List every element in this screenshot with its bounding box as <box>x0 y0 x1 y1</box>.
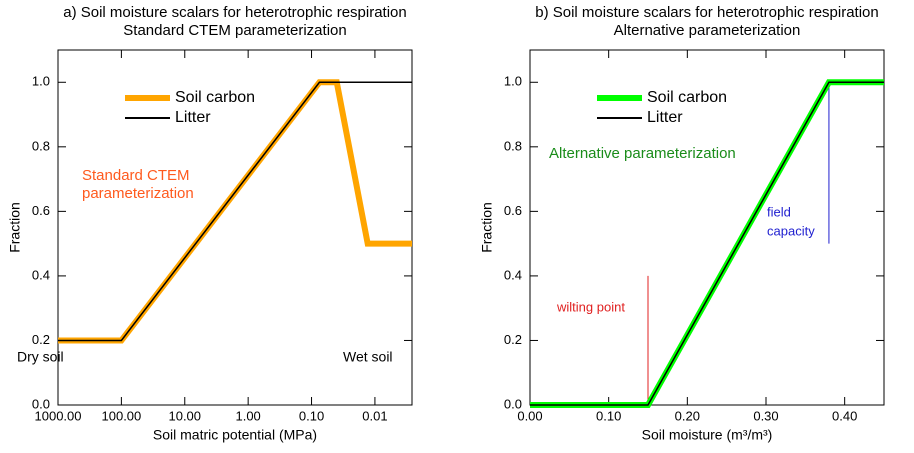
y-tick-label: 0.8 <box>32 138 50 153</box>
reference-label: field <box>767 204 791 219</box>
annotation: Alternative parameterization <box>549 145 736 162</box>
reference-label: capacity <box>767 223 815 238</box>
chart-title: a) Soil moisture scalars for heterotroph… <box>63 4 406 21</box>
y-tick-label: 0.8 <box>504 138 522 153</box>
y-tick-label: 0.6 <box>32 203 50 218</box>
annotation: Dry soil <box>17 349 64 365</box>
y-tick-label: 0.4 <box>504 267 522 282</box>
y-axis-label: Fraction <box>7 202 23 253</box>
x-tick-label: 0.00 <box>517 408 542 423</box>
legend-label: Litter <box>175 109 211 126</box>
chart-subtitle: Alternative parameterization <box>614 22 801 39</box>
reference-label: wilting point <box>556 299 625 314</box>
chart-title: b) Soil moisture scalars for heterotroph… <box>535 4 878 21</box>
annotation: Wet soil <box>343 349 393 365</box>
y-tick-label: 0.2 <box>32 332 50 347</box>
x-tick-label: 0.10 <box>596 408 621 423</box>
y-tick-label: 0.2 <box>504 332 522 347</box>
plot-frame <box>57 49 413 406</box>
x-tick-label: 1000.00 <box>35 408 82 423</box>
plot-frame <box>529 49 885 406</box>
legend-label: Soil carbon <box>647 89 727 106</box>
y-tick-label: 1.0 <box>504 74 522 89</box>
x-tick-label: 0.30 <box>753 408 778 423</box>
x-tick-label: 10.00 <box>168 408 201 423</box>
y-tick-label: 0.4 <box>32 267 50 282</box>
x-tick-label: 0.01 <box>362 408 387 423</box>
x-tick-label: 0.20 <box>675 408 700 423</box>
series-line <box>58 79 412 344</box>
series-line <box>58 81 412 342</box>
legend-label: Soil carbon <box>175 89 255 106</box>
x-axis-label: Soil moisture (m³/m³) <box>642 427 773 443</box>
series-line <box>530 81 884 406</box>
chart-subtitle: Standard CTEM parameterization <box>123 22 346 39</box>
y-tick-label: 1.0 <box>32 74 50 89</box>
x-tick-label: 100.00 <box>102 408 142 423</box>
x-tick-label: 0.40 <box>832 408 857 423</box>
y-tick-label: 0.0 <box>504 396 522 411</box>
y-axis-label: Fraction <box>479 202 495 253</box>
x-axis-label: Soil matric potential (MPa) <box>153 427 317 443</box>
x-tick-label: 0.10 <box>299 408 324 423</box>
y-tick-label: 0.0 <box>32 396 50 411</box>
annotation: parameterization <box>82 185 194 202</box>
y-tick-label: 0.6 <box>504 203 522 218</box>
series-line <box>530 79 884 408</box>
annotation: Standard CTEM <box>82 167 190 184</box>
legend-label: Litter <box>647 109 683 126</box>
x-tick-label: 1.00 <box>235 408 260 423</box>
